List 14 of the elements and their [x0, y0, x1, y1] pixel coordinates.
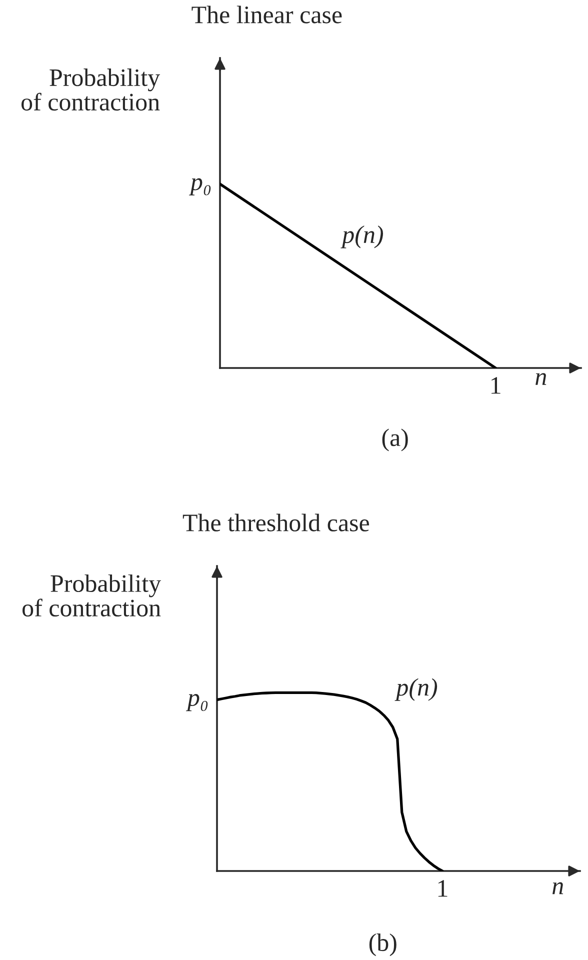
series-label: p(n)	[394, 678, 438, 701]
chart-title: The threshold case	[182, 514, 370, 532]
text: (b)	[369, 933, 396, 956]
x-axis-title: n	[536, 373, 546, 385]
chart-title: The linear case	[192, 6, 342, 24]
text: (a)	[382, 428, 408, 452]
y-axis-title: Probability of contraction	[22, 68, 160, 111]
text: p₀	[189, 178, 211, 196]
text: 1	[438, 880, 448, 897]
series-label: p(n)	[340, 226, 384, 248]
text: 1	[492, 377, 500, 394]
x-axis-title: n	[552, 882, 564, 894]
y-axis-title: Probability of contraction	[22, 574, 162, 617]
text: p₀	[186, 694, 208, 712]
